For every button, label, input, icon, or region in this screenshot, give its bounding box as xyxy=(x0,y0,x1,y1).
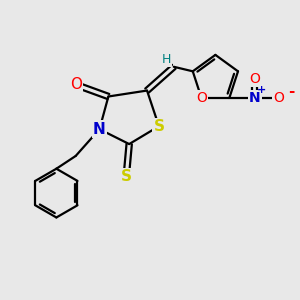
Text: O: O xyxy=(196,91,207,105)
Text: O: O xyxy=(274,91,284,105)
Text: N: N xyxy=(93,122,106,137)
Text: O: O xyxy=(249,72,260,86)
Text: S: S xyxy=(121,169,132,184)
Text: S: S xyxy=(153,119,164,134)
Text: N: N xyxy=(249,91,260,105)
Text: +: + xyxy=(256,85,266,94)
Text: H: H xyxy=(162,53,171,66)
Text: -: - xyxy=(289,84,295,99)
Text: O: O xyxy=(70,77,82,92)
